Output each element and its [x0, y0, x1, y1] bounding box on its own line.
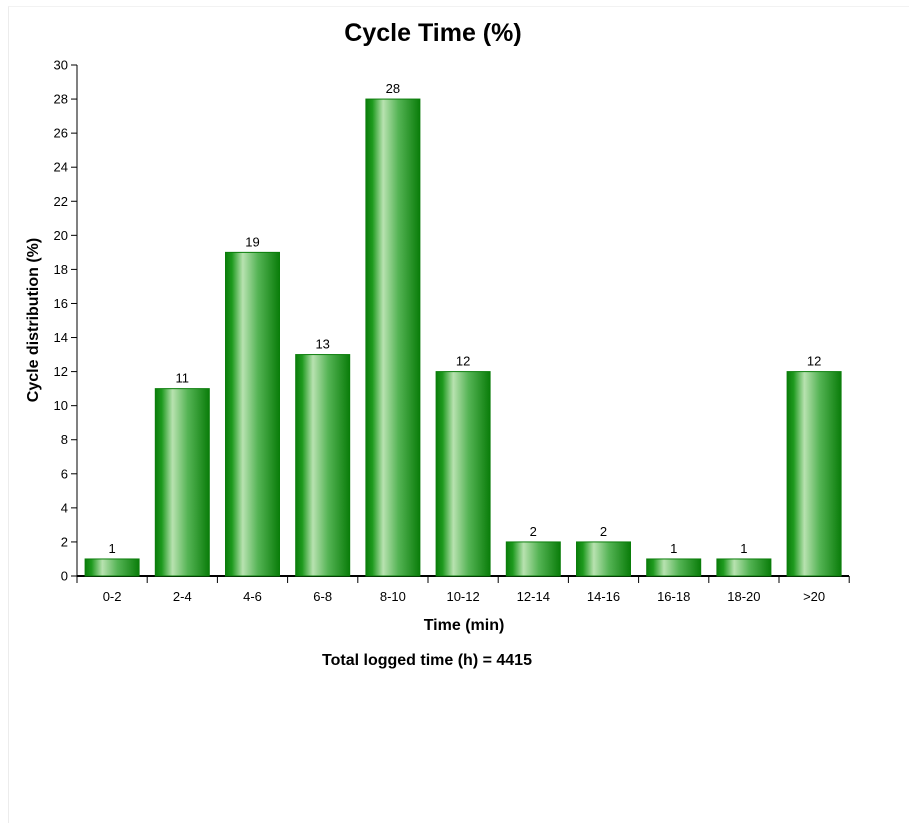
y-tick-label: 26 — [54, 126, 68, 141]
y-tick-label: 16 — [54, 296, 68, 311]
bar-12-14 — [505, 541, 561, 577]
y-tick-label: 2 — [61, 534, 68, 549]
x-tick-label-10-12: 10-12 — [446, 589, 479, 604]
x-tick-label-6-8: 6-8 — [313, 589, 332, 604]
x-tick-label-4-6: 4-6 — [243, 589, 262, 604]
y-tick-label: 18 — [54, 262, 68, 277]
bar-14-16 — [576, 541, 631, 577]
x-tick-label->20: >20 — [803, 589, 825, 604]
bar-16-18 — [646, 558, 702, 577]
data-label-10-12: 12 — [456, 354, 470, 369]
x-tick-label-16-18: 16-18 — [657, 589, 690, 604]
y-tick-label: 4 — [61, 500, 68, 515]
bar-2-4 — [154, 388, 210, 577]
y-tick-label: 8 — [61, 432, 68, 447]
data-label-16-18: 1 — [670, 541, 677, 556]
y-tick-label: 28 — [54, 92, 68, 107]
x-axis: 0-2 2-4 4-6 6-8 8-10 10-12 12-14 14-16 16-18 18-2… — [76, 575, 850, 604]
y-tick-label: 22 — [54, 194, 68, 209]
bar-6-8 — [295, 354, 351, 577]
data-label->20: 12 — [807, 354, 821, 369]
bar-0-2 — [84, 558, 140, 577]
x-tick-label-14-16: 14-16 — [587, 589, 620, 604]
bar-8-10 — [365, 98, 421, 577]
bar-4-6 — [225, 251, 280, 577]
data-label-14-16: 2 — [600, 524, 607, 539]
bar-10-12 — [435, 371, 491, 577]
y-tick-label: 30 — [54, 58, 68, 73]
data-label-4-6: 19 — [245, 234, 259, 249]
x-tick-label-12-14: 12-14 — [517, 589, 550, 604]
data-label-6-8: 13 — [315, 337, 329, 352]
total-logged-time-note: Total logged time (h) = 4415 — [322, 652, 532, 669]
data-label-0-2: 1 — [108, 541, 115, 556]
data-label-2-4: 11 — [176, 371, 190, 386]
y-tick-label: 6 — [61, 466, 68, 481]
y-tick-label: 12 — [54, 364, 68, 379]
y-axis-label: Cycle distribution (%) — [25, 238, 42, 402]
x-tick-label-18-20: 18-20 — [727, 589, 760, 604]
y-tick-label: 0 — [61, 569, 68, 584]
x-tick-label-8-10: 8-10 — [380, 589, 406, 604]
bar->20 — [786, 371, 842, 577]
data-label-12-14: 2 — [530, 524, 537, 539]
x-tick-label-2-4: 2-4 — [173, 589, 192, 604]
data-label-8-10: 28 — [386, 81, 400, 96]
y-tick-label: 14 — [54, 330, 68, 345]
y-tick-label: 10 — [54, 398, 68, 413]
y-tick-label: 20 — [54, 228, 68, 243]
chart-title: Cycle Time (%) — [344, 19, 521, 47]
y-tick-label: 24 — [54, 160, 68, 175]
data-label-18-20: 1 — [740, 541, 747, 556]
x-axis-label: Time (min) — [424, 617, 505, 634]
x-tick-label-0-2: 0-2 — [103, 589, 122, 604]
bar-18-20 — [716, 558, 772, 577]
